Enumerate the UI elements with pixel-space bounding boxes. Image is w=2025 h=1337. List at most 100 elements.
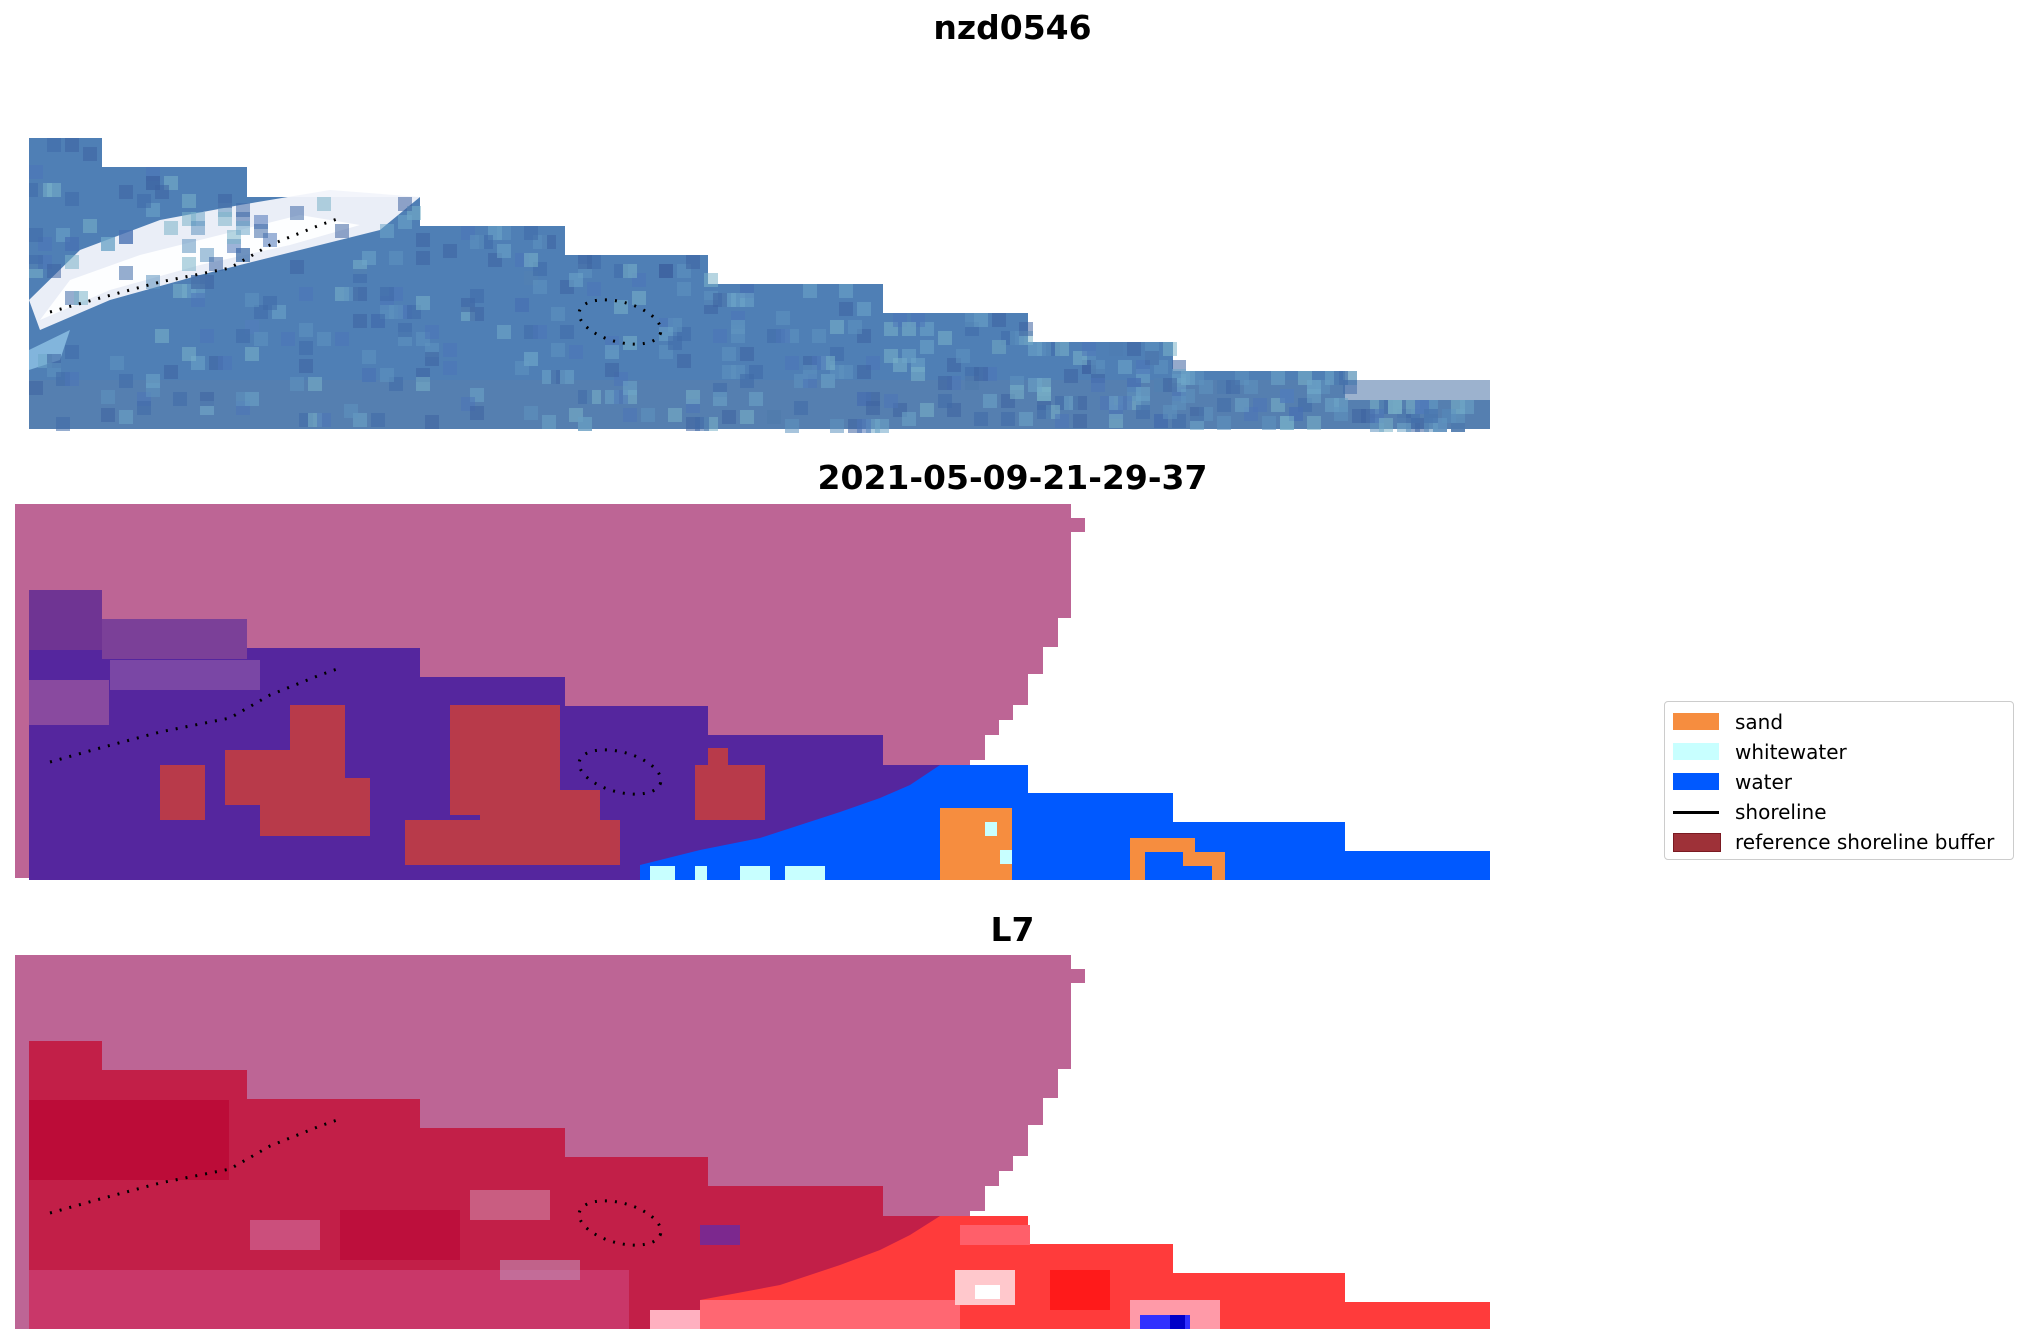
rgb-pixel bbox=[47, 264, 61, 278]
rgb-pixel bbox=[182, 239, 196, 253]
rgb-pixel bbox=[119, 230, 133, 244]
rgb-pixel bbox=[776, 329, 790, 343]
rgb-pixel bbox=[578, 255, 592, 269]
rgb-pixel bbox=[1136, 387, 1150, 401]
rgb-pixel bbox=[182, 194, 196, 208]
rgb-pixel bbox=[668, 336, 682, 350]
rgb-pixel bbox=[974, 313, 988, 327]
rgb-pixel bbox=[524, 406, 538, 420]
rgb-pixel bbox=[29, 255, 43, 269]
rgb-pixel bbox=[866, 401, 880, 415]
rgb-pixel bbox=[1442, 409, 1456, 423]
rgb-pixel bbox=[632, 291, 646, 305]
sand-swatch bbox=[1673, 713, 1719, 730]
rgb-pixel bbox=[560, 370, 574, 384]
rgb-pixel bbox=[362, 251, 376, 265]
shoreline-rgb bbox=[49, 216, 341, 314]
rgb-pixel bbox=[218, 194, 232, 208]
rgb-pixel bbox=[29, 165, 43, 179]
rgb-pixel bbox=[353, 314, 367, 328]
rgb-pixel bbox=[839, 365, 853, 379]
rgb-pixel bbox=[857, 419, 871, 433]
legend-label-water: water bbox=[1735, 770, 1792, 794]
rgb-pixel bbox=[1271, 371, 1285, 385]
rgb-pixel bbox=[299, 359, 313, 373]
rgb-pixel bbox=[848, 320, 862, 334]
shoreline-index bbox=[49, 1117, 341, 1215]
rgb-pixel bbox=[920, 403, 934, 417]
rgb-pixel bbox=[299, 287, 313, 301]
rgb-pixel bbox=[119, 410, 133, 424]
index-land-variation bbox=[29, 1100, 740, 1329]
rgb-pixel bbox=[1163, 342, 1177, 356]
rgb-pixel bbox=[794, 401, 808, 415]
rgb-pixel bbox=[614, 300, 628, 314]
rgb-pixel bbox=[317, 413, 331, 427]
legend-label-whitewater: whitewater bbox=[1735, 740, 1847, 764]
rgb-pixel bbox=[974, 412, 988, 426]
rgb-pixel bbox=[497, 325, 511, 339]
rgb-pixel bbox=[389, 251, 403, 265]
rgb-pixel bbox=[740, 374, 754, 388]
rgb-pixel bbox=[1136, 405, 1150, 419]
rgb-pixel bbox=[155, 185, 169, 199]
rgb-pixel bbox=[1091, 378, 1105, 392]
rgb-pixel bbox=[290, 377, 304, 391]
rgb-pixel bbox=[254, 332, 268, 346]
rgb-pixel bbox=[191, 293, 205, 307]
rgb-pixel bbox=[56, 417, 70, 431]
rgb-pixel bbox=[173, 284, 187, 298]
legend-item-shoreline: shoreline bbox=[1665, 797, 2005, 827]
rgb-pixel bbox=[182, 347, 196, 361]
rgb-pixel bbox=[1343, 380, 1357, 394]
rgb-pixel bbox=[200, 329, 214, 343]
rgb-pixel bbox=[308, 377, 322, 391]
rgb-pixel bbox=[380, 287, 394, 301]
reference-shoreline-buffer-blobs bbox=[160, 705, 765, 865]
classified-water bbox=[640, 765, 1490, 880]
rgb-pixel bbox=[425, 352, 439, 366]
rgb-pixel bbox=[1091, 360, 1105, 374]
rgb-pixel bbox=[605, 363, 619, 377]
rgb-pixel bbox=[1073, 414, 1087, 428]
rgb-pixel bbox=[623, 264, 637, 278]
rgb-pixel bbox=[830, 320, 844, 334]
rgb-pixel bbox=[767, 410, 781, 424]
rgb-pixel bbox=[29, 228, 43, 242]
rgb-pixel bbox=[983, 394, 997, 408]
rgb-pixel bbox=[1379, 418, 1393, 432]
rgb-pixel bbox=[524, 352, 538, 366]
rgb-pixel bbox=[1001, 412, 1015, 426]
rgb-pixel bbox=[1334, 407, 1348, 421]
rgb-pixel bbox=[785, 356, 799, 370]
rgb-pixel bbox=[443, 361, 457, 375]
rgb-pixel bbox=[1037, 405, 1051, 419]
rgb-pixel bbox=[551, 307, 565, 321]
rgb-pixel bbox=[353, 269, 367, 283]
rgb-pixel bbox=[1307, 416, 1321, 430]
rgb-pixel bbox=[416, 377, 430, 391]
rgb-pixel bbox=[1460, 400, 1474, 414]
rgb-pixel bbox=[623, 336, 637, 350]
rgb-pixel bbox=[1082, 342, 1096, 356]
rgb-pixel bbox=[722, 347, 736, 361]
rgb-pixel bbox=[902, 412, 916, 426]
rgb-pixel bbox=[1028, 378, 1042, 392]
rgb-pixel bbox=[911, 367, 925, 381]
rgb-pixel bbox=[884, 394, 898, 408]
rgb-pixel bbox=[146, 374, 160, 388]
rgb-pixel bbox=[578, 390, 592, 404]
rgb-pixel bbox=[695, 417, 709, 431]
rgb-pixel bbox=[209, 257, 223, 271]
rgb-pixel bbox=[722, 365, 736, 379]
rgb-pixel bbox=[470, 289, 484, 303]
rgb-pixel bbox=[785, 419, 799, 433]
rgb-pixel bbox=[713, 293, 727, 307]
rgb-pixel bbox=[236, 248, 250, 262]
rgb-pixel bbox=[218, 356, 232, 370]
rgb-pixel bbox=[1235, 398, 1249, 412]
rgb-pixel bbox=[533, 280, 547, 294]
rgb-pixel bbox=[182, 257, 196, 271]
